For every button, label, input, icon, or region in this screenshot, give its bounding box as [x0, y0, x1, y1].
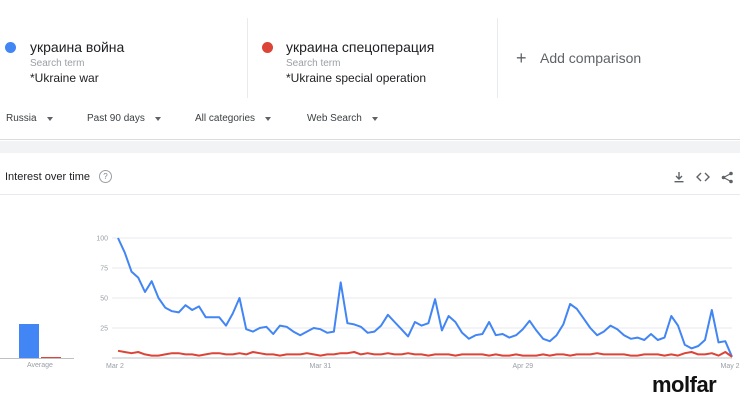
series-line-term-1[interactable] [117, 237, 733, 358]
x-tick-label: Mar 2 [106, 363, 124, 370]
y-tick-label: 75 [100, 266, 108, 273]
molfar-watermark: molfar [652, 372, 717, 397]
x-tick-label: Mar 31 [310, 363, 332, 370]
interest-over-time-header: Interest over time ? [5, 170, 112, 183]
term-2-sub-label: Search term [286, 58, 341, 69]
average-bar-term-1 [19, 324, 39, 358]
term-1-color-dot [5, 42, 16, 53]
caret-down-icon [265, 116, 272, 121]
y-tick-label: 25 [100, 326, 108, 333]
caret-down-icon [371, 116, 378, 121]
embed-code-icon[interactable] [694, 168, 712, 186]
average-bar-term-2 [41, 356, 61, 358]
filter-category[interactable]: All categories [195, 113, 272, 124]
filter-row: Russia Past 90 days All categories Web S… [0, 100, 740, 140]
filter-search-type[interactable]: Web Search [307, 113, 378, 124]
add-comparison-button[interactable]: + Add comparison [498, 18, 641, 98]
term-2-name[interactable]: украина спецоперация [286, 39, 435, 55]
help-circle-icon[interactable]: ? [98, 170, 112, 183]
term-1-translation: *Ukraine war [30, 71, 99, 85]
term-2-color-dot [262, 42, 273, 53]
x-tick-label: May 28 [721, 363, 740, 370]
search-terms-header: украина война Search term *Ukraine war у… [0, 18, 740, 98]
filter-time-range[interactable]: Past 90 days [87, 113, 161, 124]
chart-tools [670, 168, 740, 186]
average-baseline [0, 358, 74, 359]
share-icon[interactable] [718, 168, 736, 186]
filter-region-label: Russia [6, 113, 37, 124]
search-term-card-1[interactable]: украина война Search term *Ukraine war [0, 18, 248, 98]
filter-region[interactable]: Russia [6, 113, 53, 124]
section-separator [0, 141, 740, 153]
header-divider [0, 194, 740, 195]
y-tick-label: 50 [100, 296, 108, 303]
term-1-name[interactable]: украина война [30, 39, 125, 55]
term-1-sub-label: Search term [30, 58, 85, 69]
y-tick-label: 100 [96, 236, 108, 243]
caret-down-icon [46, 116, 53, 121]
filter-time-label: Past 90 days [87, 113, 145, 124]
filter-category-label: All categories [195, 113, 256, 124]
average-label: Average [27, 362, 53, 369]
download-icon[interactable] [670, 168, 688, 186]
search-term-card-2[interactable]: украина спецоперация Search term *Ukrain… [248, 18, 498, 98]
add-comparison-label: Add comparison [540, 50, 642, 66]
series-line-term-2[interactable] [117, 349, 733, 358]
caret-down-icon [154, 116, 161, 121]
term-2-translation: *Ukraine special operation [286, 71, 427, 85]
section-title: Interest over time [5, 170, 90, 183]
x-tick-label: Apr 29 [513, 363, 534, 370]
plus-icon: + [516, 48, 527, 68]
filter-search-type-label: Web Search [307, 113, 362, 124]
